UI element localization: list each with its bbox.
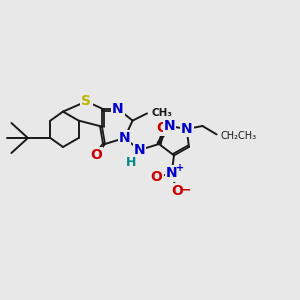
Text: −: −	[181, 183, 191, 196]
Text: O: O	[171, 184, 183, 198]
Text: O: O	[157, 121, 169, 134]
Text: +: +	[176, 163, 184, 173]
Text: O: O	[151, 170, 163, 184]
Text: N: N	[164, 119, 175, 133]
Text: N: N	[119, 131, 130, 145]
Text: N: N	[112, 102, 123, 116]
Text: N: N	[134, 143, 145, 157]
Text: S: S	[81, 94, 92, 108]
Text: CH₃: CH₃	[152, 108, 172, 118]
Text: H: H	[126, 156, 136, 169]
Text: N: N	[181, 122, 192, 136]
Text: N: N	[166, 167, 177, 180]
Text: CH₂CH₃: CH₂CH₃	[220, 131, 256, 141]
Text: O: O	[90, 148, 102, 162]
